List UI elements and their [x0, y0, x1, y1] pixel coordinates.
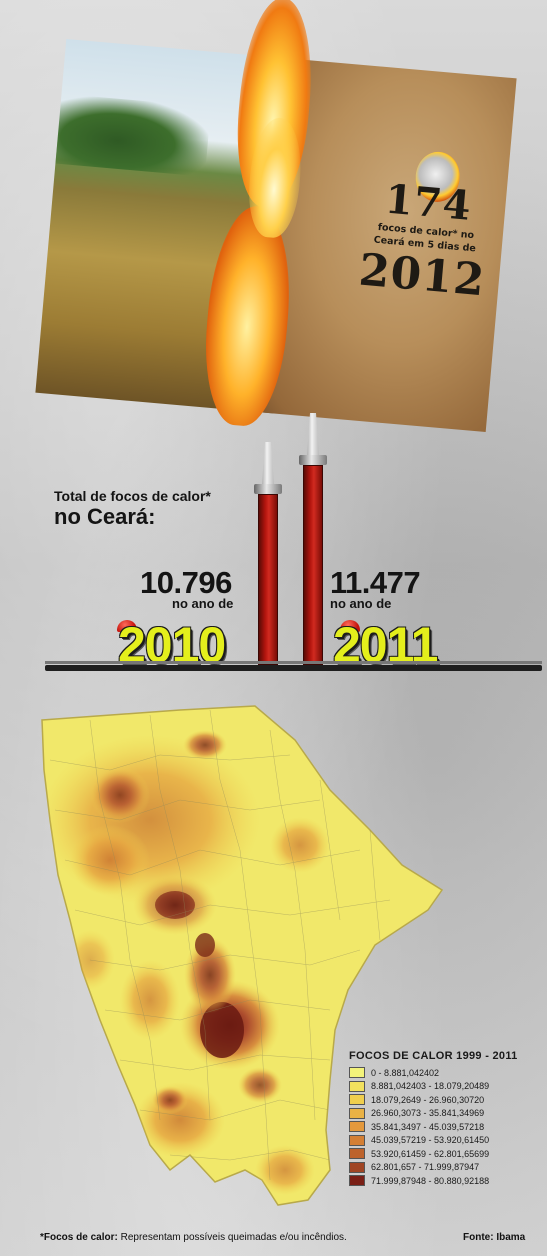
collar-icon — [299, 455, 327, 465]
poster-text: 174 focos de calor* no Ceará em 5 dias d… — [350, 175, 500, 307]
legend-swatch — [349, 1094, 365, 1106]
source-label: Fonte: Ibama — [463, 1232, 526, 1243]
legend-swatch — [349, 1161, 365, 1173]
value-2011: 11.477 — [330, 565, 421, 600]
legend-item: 35.841,3497 - 45.039,57218 — [349, 1120, 489, 1134]
nozzle-icon — [262, 441, 274, 484]
ground-line — [45, 665, 542, 671]
legend-swatch — [349, 1175, 365, 1187]
legend-item: 62.801,657 - 71.999,87947 — [349, 1161, 489, 1175]
legend-item: 18.079,2649 - 26.960,30720 — [349, 1093, 489, 1107]
legend-label: 8.881,042403 - 18.079,20489 — [371, 1081, 490, 1092]
legend-swatch — [349, 1134, 365, 1146]
totals-label-region: no Ceará: — [54, 504, 156, 529]
ceara-heat-map — [41, 705, 444, 1206]
legend-label: 71.999,87948 - 80.880,92188 — [371, 1175, 490, 1186]
poster-card: 174 focos de calor* no Ceará em 5 dias d… — [35, 0, 517, 433]
helmet-icon — [340, 620, 360, 632]
legend-item: 0 - 8.881,042402 — [349, 1066, 489, 1080]
legend-item: 71.999,87948 - 80.880,92188 — [349, 1174, 489, 1188]
legend-label: 26.960,3073 - 35.841,34969 — [371, 1108, 485, 1119]
heat-areas — [42, 730, 330, 1195]
footnote-text: Representam possíveis queimadas e/ou inc… — [120, 1232, 347, 1243]
value-2010: 10.796 — [140, 565, 232, 600]
legend-label: 0 - 8.881,042402 — [371, 1067, 440, 1078]
legend-label: 53.920,61459 - 62.801,65699 — [371, 1148, 490, 1159]
ground-highlight — [45, 661, 542, 664]
legend-item: 8.881,042403 - 18.079,20489 — [349, 1080, 489, 1094]
pole-body — [258, 493, 278, 665]
label-2010: no ano de — [172, 596, 234, 611]
helmet-icon — [117, 620, 137, 632]
legend-title: FOCOS DE CALOR 1999 - 2011 — [349, 1050, 518, 1062]
footnote: *Focos de calor: Representam possíveis q… — [40, 1232, 347, 1243]
legend-swatch — [349, 1121, 365, 1133]
legend: 0 - 8.881,042402 8.881,042403 - 18.079,20… — [349, 1066, 489, 1188]
legend-label: 18.079,2649 - 26.960,30720 — [371, 1094, 485, 1105]
collar-icon — [254, 483, 282, 494]
legend-item: 26.960,3073 - 35.841,34969 — [349, 1107, 489, 1121]
municipal-borders — [49, 709, 391, 1181]
legend-label: 45.039,57219 - 53.920,61450 — [371, 1135, 490, 1146]
legend-swatch — [349, 1148, 365, 1160]
legend-item: 53.920,61459 - 62.801,65699 — [349, 1147, 489, 1161]
nozzle-icon — [307, 413, 319, 455]
legend-label: 35.841,3497 - 45.039,57218 — [371, 1121, 485, 1132]
label-2011: no ano de — [330, 596, 392, 611]
legend-item: 45.039,57219 - 53.920,61450 — [349, 1134, 489, 1148]
footnote-label: *Focos de calor: — [40, 1232, 118, 1243]
legend-swatch — [349, 1107, 365, 1119]
pole-body — [303, 465, 323, 665]
legend-swatch — [349, 1080, 365, 1092]
bar-2011 — [299, 413, 327, 665]
bar-2010 — [254, 441, 282, 665]
totals-label: Total de focos de calor* — [54, 488, 211, 504]
legend-swatch — [349, 1067, 365, 1079]
trees-image — [55, 93, 211, 177]
legend-label: 62.801,657 - 71.999,87947 — [371, 1162, 480, 1173]
